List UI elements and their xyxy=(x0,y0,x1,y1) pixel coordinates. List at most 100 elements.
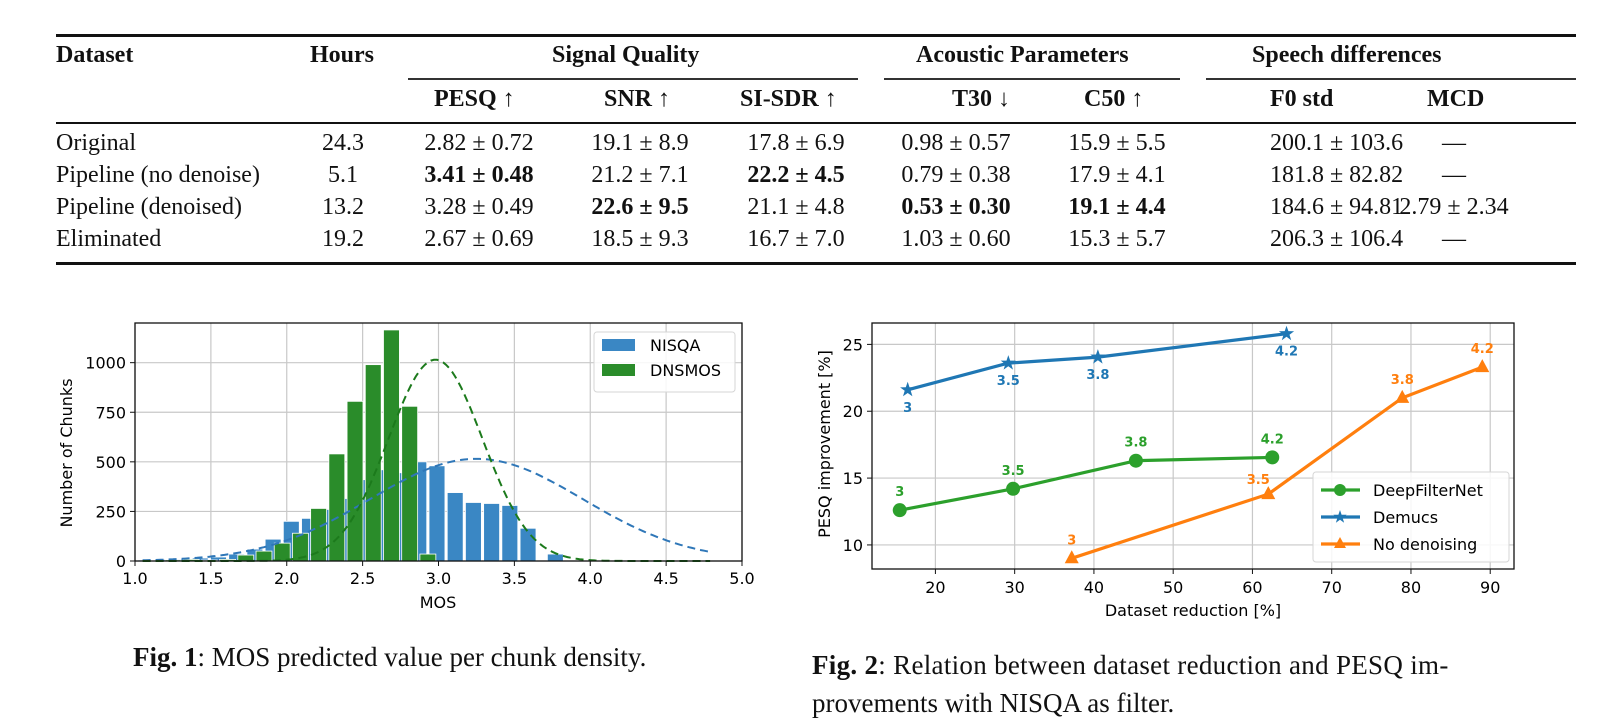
col-header-f0: F0 std xyxy=(1270,86,1334,112)
dnsmos-bar xyxy=(310,508,327,562)
col-header-mcd: MCD xyxy=(1427,86,1485,112)
table-cell-hours: 24.3 xyxy=(322,130,364,156)
point-label: 4.2 xyxy=(1275,345,1298,360)
x-tick-label: 2.0 xyxy=(274,569,299,588)
y-tick-label: 500 xyxy=(95,453,126,472)
table-cell-sisdr: 17.8 ± 6.9 xyxy=(747,130,845,156)
x-tick-label: 1.5 xyxy=(198,569,223,588)
x-tick-label: 90 xyxy=(1480,578,1500,597)
table-cell-sisdr: 22.2 ± 4.5 xyxy=(747,162,845,188)
axes: 1.0 1.5 2.0 2.5 3.0 3.5 4.0 4.5 5.0 0 250 500 750 100… xyxy=(85,322,755,588)
triangle-marker xyxy=(1064,550,1079,564)
table-cell-dataset: Eliminated xyxy=(56,226,162,252)
bars xyxy=(137,329,564,562)
point-label: 3.5 xyxy=(997,374,1020,389)
nisqa-bar xyxy=(428,465,446,562)
table-cell-mcd: — xyxy=(1442,162,1466,188)
point-label: 3.8 xyxy=(1086,368,1109,383)
figure-2-caption-text: : Relation between dataset reduction and… xyxy=(878,650,1449,680)
x-tick-label: 4.0 xyxy=(578,569,603,588)
table-cell-dataset: Pipeline (no denoise) xyxy=(56,162,260,188)
table-cell-t30: 0.79 ± 0.38 xyxy=(901,162,1011,188)
circle-marker xyxy=(892,503,907,518)
x-tick-label: 3.5 xyxy=(502,569,527,588)
table-cell-pesq: 3.41 ± 0.48 xyxy=(424,162,534,188)
table-cell-mcd: — xyxy=(1442,130,1466,156)
figure-2-caption: Fig. 2: Relation between dataset reducti… xyxy=(812,650,1449,681)
series-line xyxy=(899,455,1273,512)
table-cell-f0: 181.8 ± 82.82 xyxy=(1270,162,1404,188)
star-marker xyxy=(1090,349,1106,364)
table-cell-f0: 206.3 ± 106.4 xyxy=(1270,226,1404,252)
pesq-improvement-chart: 3 3.5 3.8 4.2 3 3.5 3.8 4.2 3 3.5 3.8 4.2 20 30 40 50 6… xyxy=(815,322,1515,620)
group-header-acoustic: Acoustic Parameters xyxy=(916,42,1129,68)
nisqa-bar xyxy=(446,492,464,562)
dnsmos-bar xyxy=(419,553,437,562)
table-cell-pesq: 2.67 ± 0.69 xyxy=(424,226,534,252)
legend-box xyxy=(1312,471,1510,563)
x-tick-label: 30 xyxy=(1004,578,1024,597)
y-tick-label: 750 xyxy=(95,403,126,422)
star-marker xyxy=(1278,325,1295,341)
circle-marker xyxy=(1128,453,1143,468)
table-cell-pesq: 3.28 ± 0.49 xyxy=(424,194,534,220)
table-cell-dataset: Original xyxy=(56,130,136,156)
figure-1-label: Fig. 1 xyxy=(133,642,198,672)
dnsmos-bar xyxy=(346,400,364,562)
table-cell-snr: 19.1 ± 8.9 xyxy=(591,130,689,156)
legend-triangle-marker xyxy=(1334,537,1346,548)
table-cell-f0: 200.1 ± 103.6 xyxy=(1270,130,1404,156)
col-header-pesq: PESQ ↑ xyxy=(434,86,515,112)
x-tick-label: 2.5 xyxy=(350,569,375,588)
col-header-c50: C50 ↑ xyxy=(1084,86,1144,112)
x-tick-label: 1.0 xyxy=(122,569,147,588)
plot-frame xyxy=(134,322,743,562)
point-label: 3.5 xyxy=(1247,473,1270,488)
triangle-marker xyxy=(1395,389,1410,403)
legend-label: No denoising xyxy=(1373,535,1477,554)
table-cell-sisdr: 21.1 ± 4.8 xyxy=(747,194,845,220)
y-axis-label: PESQ improvement [%] xyxy=(815,350,834,538)
series-lines: 3 3.5 3.8 4.2 3 3.5 3.8 4.2 3 3.5 3.8 4.2 xyxy=(892,325,1494,564)
table-cell-pesq: 2.82 ± 0.72 xyxy=(424,130,534,156)
x-tick-label: 40 xyxy=(1084,578,1104,597)
group-rule-signal xyxy=(408,78,858,80)
point-label: 3.5 xyxy=(1002,464,1025,479)
table-cell-t30: 0.53 ± 0.30 xyxy=(901,194,1011,220)
x-tick-label: 5.0 xyxy=(729,569,754,588)
legend-label: Demucs xyxy=(1373,508,1438,527)
legend-label-nisqa: NISQA xyxy=(650,336,700,355)
table-cell-mcd: — xyxy=(1442,226,1466,252)
figure-1-caption: Fig. 1: MOS predicted value per chunk de… xyxy=(133,642,646,673)
legend-label: DeepFilterNet xyxy=(1373,481,1483,500)
y-tick-label: 25 xyxy=(843,335,863,354)
circle-marker xyxy=(1265,450,1280,465)
table-cell-hours: 5.1 xyxy=(328,162,358,188)
legend-circle-marker xyxy=(1334,484,1346,496)
x-tick-label: 20 xyxy=(925,578,945,597)
point-label: 3.8 xyxy=(1391,373,1414,388)
top-rule xyxy=(56,34,1576,37)
point-label: 4.2 xyxy=(1471,342,1494,357)
table-cell-hours: 13.2 xyxy=(322,194,364,220)
nisqa-bar xyxy=(483,503,500,562)
bottom-rule xyxy=(56,262,1576,265)
y-tick-label: 1000 xyxy=(85,354,126,373)
x-axis-label: Dataset reduction [%] xyxy=(1105,601,1281,620)
table-cell-c50: 15.9 ± 5.5 xyxy=(1068,130,1166,156)
x-axis-label: MOS xyxy=(420,593,457,612)
x-tick-label: 50 xyxy=(1163,578,1183,597)
table-cell-t30: 1.03 ± 0.60 xyxy=(901,226,1011,252)
x-tick-label: 80 xyxy=(1401,578,1421,597)
figure-2-label: Fig. 2 xyxy=(812,650,879,680)
col-header-t30: T30 ↓ xyxy=(952,86,1011,112)
triangle-marker xyxy=(1475,359,1490,373)
x-tick-label: 70 xyxy=(1322,578,1342,597)
star-marker xyxy=(1000,355,1016,370)
point-label: 3.8 xyxy=(1124,436,1147,451)
col-header-snr: SNR ↑ xyxy=(604,86,671,112)
point-label: 4.2 xyxy=(1261,432,1284,447)
table-cell-c50: 19.1 ± 4.4 xyxy=(1068,194,1166,220)
dnsmos-bar xyxy=(255,550,273,562)
table-cell-dataset: Pipeline (denoised) xyxy=(56,194,242,220)
